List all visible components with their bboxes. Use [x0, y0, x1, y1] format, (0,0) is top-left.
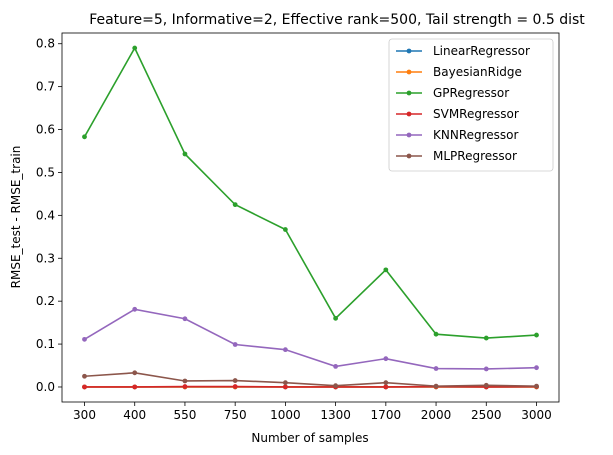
- series-layer: [82, 45, 539, 390]
- data-point: [383, 384, 389, 390]
- data-point: [383, 267, 389, 273]
- x-tick-label: 1700: [371, 408, 402, 422]
- y-tick-label: 0.6: [36, 123, 55, 137]
- y-tick-label: 0.1: [36, 337, 55, 351]
- data-point: [182, 384, 188, 389]
- data-point: [232, 342, 238, 347]
- y-tick-label: 0.0: [36, 380, 55, 394]
- y-tick-label: 0.7: [36, 80, 55, 94]
- data-point: [534, 332, 539, 338]
- legend-item: GPRegressor: [396, 86, 509, 100]
- data-point: [333, 363, 339, 369]
- data-point: [82, 336, 87, 342]
- data-point: [132, 45, 138, 51]
- data-point: [483, 382, 489, 388]
- legend-marker: [406, 111, 412, 117]
- data-point: [534, 365, 539, 371]
- series-line: [83, 46, 537, 339]
- y-tick-label: 0.3: [36, 251, 55, 265]
- x-tick-label: 550: [173, 408, 196, 422]
- data-point: [82, 384, 87, 390]
- series-line: [84, 308, 537, 370]
- data-point: [433, 383, 439, 389]
- y-tick-label: 0.5: [36, 165, 55, 179]
- series-line: [84, 372, 537, 387]
- data-point: [232, 384, 238, 389]
- legend-box: [388, 38, 554, 172]
- legend-marker: [406, 132, 412, 138]
- data-point: [232, 202, 238, 208]
- legend-label: KNNRegressor: [433, 128, 519, 142]
- legend-item: BayesianRidge: [396, 65, 522, 79]
- data-point: [483, 366, 489, 372]
- legend-marker: [406, 153, 412, 159]
- data-point: [182, 151, 188, 157]
- legend-label: MLPRegressor: [433, 149, 517, 163]
- x-tick-label: 1000: [270, 408, 301, 422]
- legend-item: SVMRegressor: [396, 107, 519, 121]
- data-point: [282, 347, 288, 353]
- data-point: [433, 331, 439, 337]
- x-tick-label: 400: [123, 408, 146, 422]
- y-axis: 0.0 0.1 0.2 0.3 0.4 0.5 0.6 0.7 0.8: [36, 37, 62, 394]
- legend-label: SVMRegressor: [433, 107, 519, 121]
- legend-marker: [406, 69, 412, 75]
- data-point: [232, 378, 238, 383]
- data-point: [534, 383, 539, 389]
- x-tick-label: 300: [73, 408, 96, 422]
- y-tick-label: 0.8: [36, 37, 55, 51]
- x-tick-label: 1300: [320, 408, 351, 422]
- data-point: [82, 134, 87, 140]
- legend-label: BayesianRidge: [433, 65, 522, 79]
- legend-item: MLPRegressor: [396, 149, 517, 163]
- data-point: [282, 227, 288, 232]
- x-tick-label: 2500: [471, 408, 502, 422]
- chart-title: Feature=5, Informative=2, Effective rank…: [89, 12, 585, 28]
- series-KNNRegressor: [82, 306, 539, 372]
- legend-label: LinearRegressor: [433, 44, 530, 58]
- data-point: [182, 378, 188, 384]
- series-MLPRegressor: [82, 370, 539, 389]
- legend: LinearRegressor BayesianRidge GPRegressor S…: [388, 38, 554, 172]
- plot-area-frame: [61, 32, 560, 403]
- data-point: [483, 335, 489, 341]
- y-tick-label: 0.4: [36, 208, 55, 222]
- data-point: [383, 356, 389, 362]
- data-point: [82, 373, 87, 379]
- legend-marker: [406, 90, 412, 96]
- legend-marker: [406, 48, 412, 54]
- data-point: [282, 384, 288, 390]
- x-tick-label: 3000: [521, 408, 552, 422]
- data-point: [182, 316, 188, 322]
- x-axis: 300 400 550 750 1000 1300 1700 2000 2500 3000: [73, 402, 552, 422]
- data-point: [132, 306, 138, 312]
- y-axis-label: RMSE_test - RMSE_train: [9, 146, 23, 289]
- y-tick-label: 0.2: [36, 294, 55, 308]
- data-point: [383, 380, 389, 386]
- x-tick-label: 2000: [421, 408, 452, 422]
- legend-item: KNNRegressor: [396, 128, 519, 142]
- legend-label: GPRegressor: [433, 86, 509, 100]
- data-point: [333, 315, 339, 321]
- data-point: [132, 384, 138, 390]
- series-GPRegressor: [82, 45, 539, 341]
- data-point: [132, 370, 138, 376]
- data-point: [433, 366, 439, 371]
- x-axis-label: Number of samples: [251, 431, 368, 445]
- data-point: [333, 383, 339, 389]
- legend-item: LinearRegressor: [396, 44, 530, 58]
- data-point: [282, 380, 288, 386]
- x-tick-label: 750: [224, 408, 247, 422]
